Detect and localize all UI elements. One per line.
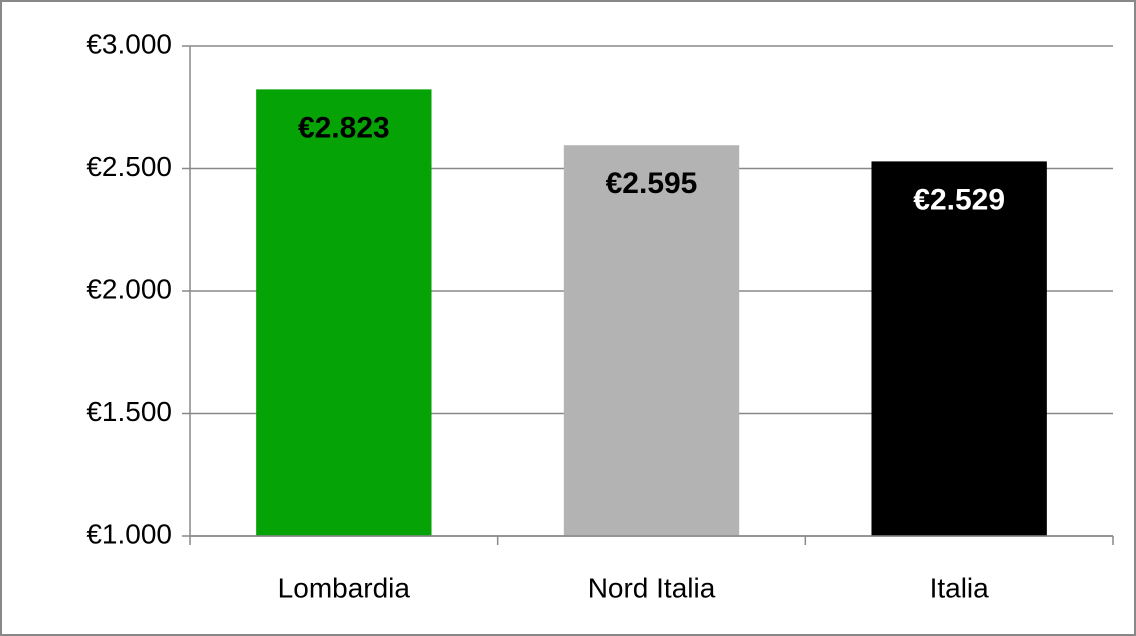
- bar: [256, 89, 432, 537]
- data-label: €2.823: [298, 111, 390, 144]
- data-label: €2.529: [913, 183, 1005, 216]
- x-tick-label: Italia: [930, 572, 990, 603]
- x-tick-label: Lombardia: [278, 572, 411, 603]
- x-tick-label: Nord Italia: [588, 572, 716, 603]
- y-tick-label: €3.000: [86, 28, 172, 59]
- y-tick-label: €2.000: [86, 273, 172, 304]
- bar: [563, 145, 740, 536]
- bar: [871, 161, 1047, 536]
- y-tick-label: €2.500: [86, 151, 172, 182]
- y-tick-label: €1.000: [86, 518, 172, 549]
- y-tick-label: €1.500: [86, 396, 172, 427]
- data-label: €2.595: [606, 167, 698, 200]
